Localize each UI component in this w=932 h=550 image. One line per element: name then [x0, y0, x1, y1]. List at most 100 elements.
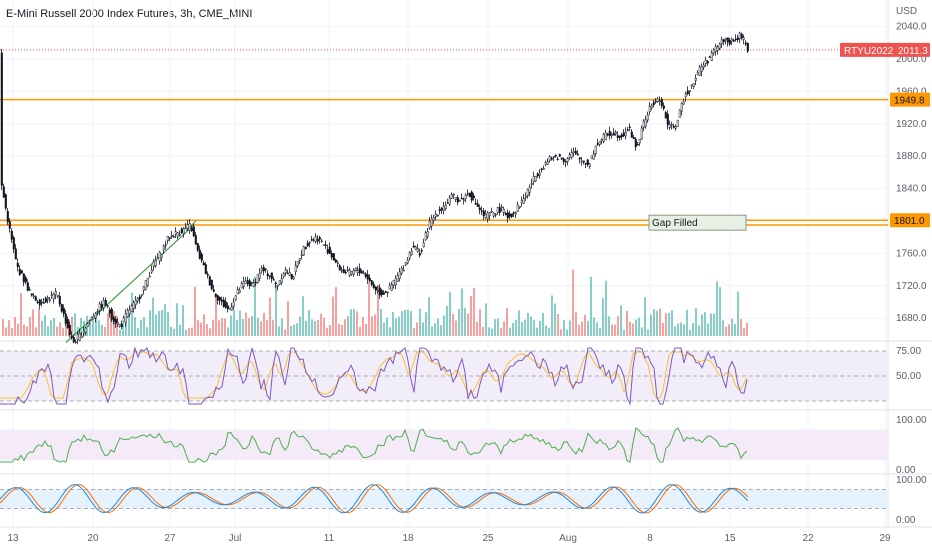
candle [272, 276, 275, 281]
candle-body [378, 287, 381, 296]
candle-body [320, 240, 323, 243]
candle-body [68, 324, 71, 335]
candle-body [34, 296, 37, 301]
candle [332, 253, 335, 261]
candle-body [182, 228, 185, 235]
candle [570, 148, 573, 160]
candle [670, 121, 673, 130]
candle [660, 97, 663, 109]
candle [560, 157, 563, 160]
candle [212, 284, 215, 293]
candle-body [94, 313, 97, 318]
volume-bar [641, 327, 643, 336]
candle-body [702, 64, 705, 68]
candle [492, 212, 495, 219]
candle-body [96, 310, 99, 313]
volume-bar [134, 317, 136, 336]
price-tick-label: 1920.0 [896, 119, 927, 130]
candle [136, 297, 139, 304]
volume-bar [689, 329, 691, 336]
volume-bar [578, 324, 580, 336]
candle-body [220, 299, 223, 302]
candle-body [310, 239, 313, 241]
candle [732, 38, 735, 43]
candle [540, 167, 543, 173]
candle-body [384, 291, 387, 293]
candle [606, 132, 609, 137]
candle-body [552, 156, 555, 158]
candle [152, 258, 155, 271]
candle [218, 296, 221, 305]
candle-body [262, 267, 265, 272]
candle-body [212, 289, 215, 292]
candle-body [340, 269, 343, 272]
volume-bar [296, 323, 298, 336]
candle-body [506, 212, 509, 219]
candle-body [426, 231, 429, 237]
candle-body [632, 137, 635, 139]
candle-body [190, 227, 193, 232]
volume-bar [83, 320, 85, 336]
candle-body [364, 273, 367, 277]
candle-body [58, 296, 61, 305]
candle [262, 264, 265, 276]
candle [744, 40, 747, 47]
volume-bar [725, 326, 727, 336]
volume-bar [248, 318, 250, 336]
candle-body [474, 203, 477, 205]
candle-body [524, 195, 527, 198]
candle-body [148, 275, 151, 278]
candle [132, 300, 135, 313]
volume-bar [452, 314, 454, 336]
candle-body [708, 56, 711, 58]
candle-body [346, 269, 349, 272]
candle [24, 275, 27, 285]
volume-bar [557, 314, 559, 336]
horizontal-levels: Gap Filled [0, 49, 888, 231]
volume-bar [272, 319, 274, 336]
candle [202, 260, 205, 266]
candle [508, 210, 511, 220]
volume-bar [269, 297, 271, 336]
volume-bar [656, 310, 658, 336]
candle [388, 282, 391, 290]
candle [370, 280, 373, 287]
candle [562, 157, 565, 165]
volume-bar [461, 288, 463, 336]
candle [18, 265, 21, 276]
candle [204, 262, 207, 275]
candle-body [492, 212, 495, 217]
candle-body [28, 289, 31, 291]
candle [304, 246, 307, 250]
volume-bar [494, 319, 496, 336]
candle [414, 245, 417, 250]
volume-bar [473, 288, 475, 336]
candle [524, 192, 527, 201]
last-price-tag [840, 42, 930, 57]
candle-body [668, 124, 671, 128]
candle-body [248, 280, 251, 287]
candle [548, 155, 551, 163]
candle [466, 189, 469, 197]
candle-body [406, 260, 409, 264]
candle [742, 34, 745, 45]
candle-body [482, 210, 485, 216]
candle [588, 162, 591, 169]
volume-bar [188, 328, 190, 336]
candle-body [388, 284, 391, 290]
candle-body [466, 193, 469, 195]
candle [154, 255, 157, 268]
candle [586, 158, 589, 167]
candle [422, 238, 425, 248]
volume-bar [317, 320, 319, 336]
candle-body [542, 168, 545, 170]
candle-body [468, 192, 471, 198]
volume-bar [251, 316, 253, 336]
candle-body [112, 317, 115, 322]
volume-bar [17, 323, 19, 336]
candle-body [444, 204, 447, 210]
candle-body [266, 273, 269, 276]
candle-body [452, 194, 455, 196]
candle [294, 260, 297, 276]
